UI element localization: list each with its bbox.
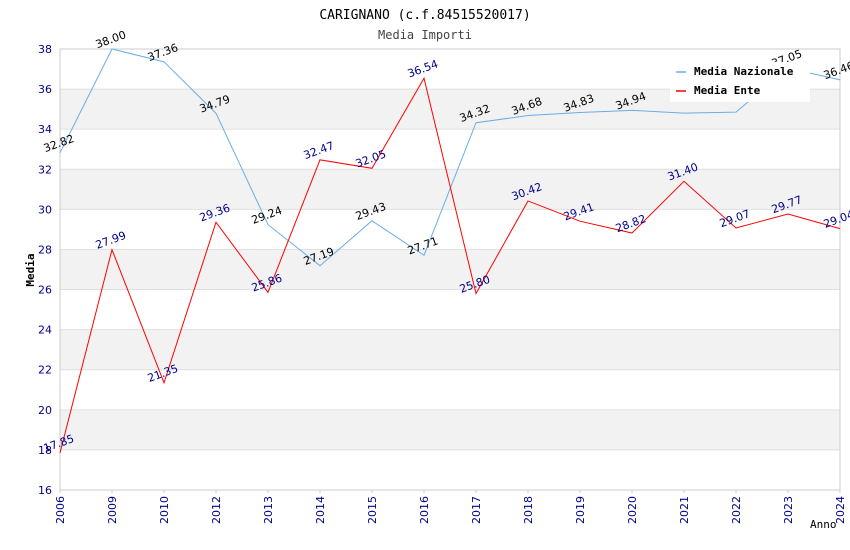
x-tick-label: 2017 [470,496,483,524]
band-16 [60,449,840,490]
x-tick-label: 2009 [106,496,119,524]
band-26 [60,249,840,290]
y-tick-label: 34 [38,123,52,136]
x-tick-label: 2020 [626,496,639,524]
y-tick-label: 22 [38,364,52,377]
band-32 [60,129,840,170]
series-line-1 [59,76,841,454]
x-tick-label: 2012 [210,496,223,524]
band-22 [60,329,840,370]
series-line-0 [59,48,841,267]
series-lines [59,48,841,454]
legend-label-ente: Media Ente [694,84,761,97]
background-bands [60,49,840,490]
y-tick-label: 26 [38,284,52,297]
x-tick-label: 2010 [158,496,171,524]
y-tick-label: 20 [38,404,52,417]
band-18 [60,409,840,450]
band-20 [60,369,840,410]
x-tick-label: 2022 [730,496,743,524]
x-axis-ticks: 2006 2009 2010 2012 2013 2014 2015 2016 2017 2018… [54,490,847,524]
y-tick-label: 36 [38,83,52,96]
y-tick-label: 24 [38,324,52,337]
legend: Media Nazionale Media Ente [670,62,810,102]
x-axis-label: Anno [810,518,837,531]
x-tick-label: 2014 [314,496,327,524]
y-tick-label: 30 [38,203,52,216]
y-tick-label: 18 [38,444,52,457]
band-24 [60,289,840,330]
x-tick-label: 2019 [574,496,587,524]
chart-title: CARIGNANO (c.f.84515520017) [319,8,530,23]
x-tick-label: 2021 [678,496,691,524]
chart-subtitle: Media Importi [378,28,472,42]
x-tick-label: 2015 [366,496,379,524]
y-tick-label: 16 [38,484,52,497]
x-tick-label: 2013 [262,496,275,524]
x-tick-label: 2023 [782,496,795,524]
y-axis-ticks: 16 18 20 22 24 26 28 30 32 34 36 38 [38,43,52,497]
legend-label-nazionale: Media Nazionale [694,65,794,78]
y-tick-label: 38 [38,43,52,56]
band-28 [60,209,840,250]
y-tick-label: 32 [38,163,52,176]
x-tick-label: 2024 [834,496,847,524]
legend-box [670,62,810,102]
x-tick-label: 2006 [54,496,67,524]
data-label: 38.00 [94,28,128,51]
y-tick-label: 28 [38,243,52,256]
y-axis-label: Media [24,253,37,286]
x-tick-label: 2018 [522,496,535,524]
plot-frame [59,48,841,491]
x-tick-label: 2016 [418,496,431,524]
